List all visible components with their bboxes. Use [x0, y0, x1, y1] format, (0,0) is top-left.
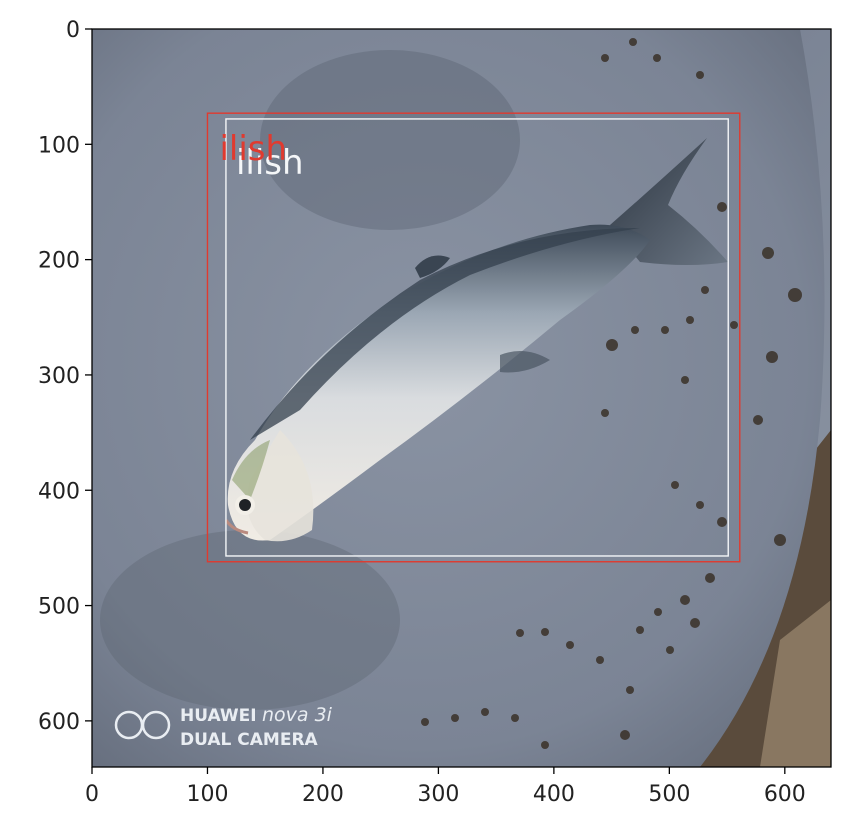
y-tick-label: 400	[38, 479, 80, 504]
x-tick-label: 600	[764, 782, 806, 807]
camera-watermark: HUAWEI nova 3i DUAL CAMERA	[114, 704, 333, 750]
axes-frame	[91, 28, 832, 768]
x-axis: 0 100 200 300 400 500 600	[85, 767, 806, 807]
y-tick-label: 100	[38, 133, 80, 158]
bounding-box	[206, 112, 741, 563]
y-tick-label: 300	[38, 364, 80, 389]
x-tick-label: 100	[186, 782, 228, 807]
y-axis: 0 100 200 300 400 500 600	[38, 18, 92, 735]
x-tick-label: 500	[648, 782, 690, 807]
fish-icon	[224, 138, 728, 542]
stain	[100, 530, 400, 710]
x-tick-label: 200	[302, 782, 344, 807]
y-tick-label: 0	[66, 18, 80, 43]
x-tick-label: 0	[85, 782, 99, 807]
x-tick-label: 300	[417, 782, 459, 807]
tray-holes	[421, 38, 802, 749]
y-tick-label: 500	[38, 595, 80, 620]
watermark-model: nova 3i	[262, 704, 333, 726]
ground-highlight	[760, 600, 831, 767]
watermark-brand: HUAWEI	[180, 706, 257, 726]
watermark-line2: DUAL CAMERA	[180, 730, 319, 750]
x-tick-label: 400	[533, 782, 575, 807]
bounding-box-label: ilish	[219, 129, 287, 169]
stain	[260, 50, 520, 230]
bounding-box	[225, 118, 729, 557]
bounding-box-label: ilish	[236, 143, 304, 183]
dual-camera-icon	[114, 710, 171, 740]
y-tick-label: 600	[38, 710, 80, 735]
y-tick-label: 200	[38, 249, 80, 274]
